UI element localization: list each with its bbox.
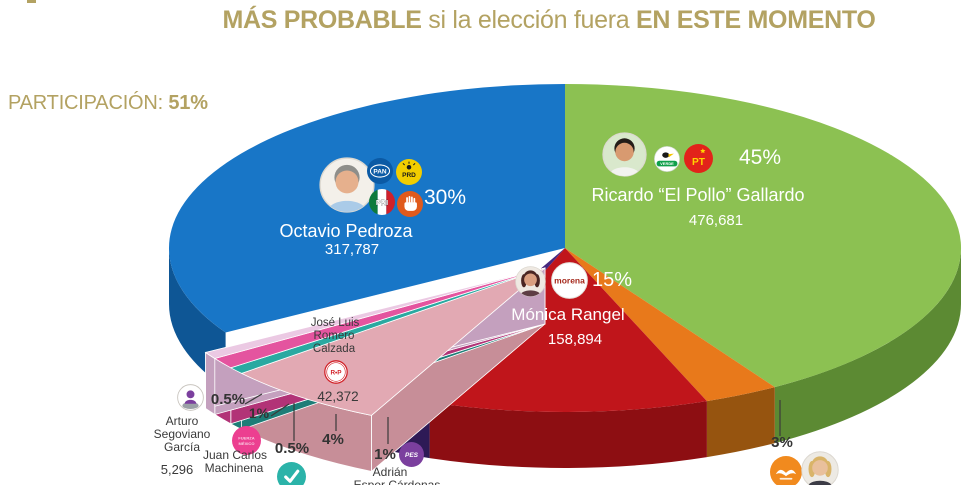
party-pri-icon: PRI: [369, 189, 395, 215]
candidate-name-segoviano-l2: Segoviano: [153, 427, 211, 441]
svg-text:PAN: PAN: [373, 169, 387, 176]
cropped-title-remnant: MÁS PROBABLE si la elección fuera EN EST…: [222, 0, 875, 1]
candidate-name-esper-l1: Adrián: [372, 465, 408, 479]
party-fuerza-mexico-icon: FUERZA MÉXICO: [232, 426, 261, 455]
candidate-votes-segoviano: 5,296: [160, 462, 194, 477]
candidate-photo-pedroza: [319, 157, 375, 213]
party-prd-icon: PRD: [396, 159, 422, 185]
candidate-name-rangel: Mónica Rangel: [511, 305, 625, 324]
party-pt-icon: PT: [684, 144, 713, 173]
slice-pct-machinena: 1%: [248, 405, 270, 421]
candidate-name-romero-l3: Calzada: [312, 343, 356, 355]
participation-label: PARTICIPACIÓN: 51%: [8, 92, 208, 114]
slice-pct-pedroza: 30%: [424, 186, 467, 209]
pie-slice-7: [204, 267, 546, 359]
party-mc-icon: [770, 456, 802, 485]
party-morena-icon: morena: [551, 262, 588, 299]
slice-pct-esper: 1%: [374, 446, 396, 463]
candidate-name-gallardo: Ricardo “El Pollo” Gallardo: [591, 185, 805, 205]
slice-pct-teal: 0.5%: [274, 440, 310, 457]
independent-candidate-icon: [177, 384, 204, 411]
leader-line: [244, 393, 263, 405]
slice-pct-rangel: 15%: [592, 269, 633, 291]
slice-pct-segoviano: 0.5%: [210, 391, 246, 408]
candidate-name-machinena-l1: Juan Carlos: [202, 448, 268, 462]
leader-line: [270, 403, 290, 417]
pie-slice-2: [429, 401, 707, 468]
candidate-votes-gallardo: 476,681: [688, 212, 744, 229]
svg-text:PRI: PRI: [376, 198, 388, 207]
candidate-photo-rangel: [515, 266, 546, 297]
svg-text:PT: PT: [692, 157, 706, 168]
candidate-name-segoviano-l3: García: [163, 440, 201, 454]
svg-text:morena: morena: [554, 276, 585, 286]
candidate-name-pedroza: Octavio Pedroza: [279, 221, 413, 241]
party-pan-icon: PAN: [367, 158, 393, 184]
candidate-name-esper-l2: Esper Cárdenas: [353, 478, 441, 485]
candidate-votes-romero: 42,372: [317, 389, 359, 404]
party-cp-icon: [397, 191, 423, 217]
candidate-name-machinena-l2: Machinena: [204, 461, 264, 475]
party-verde-icon: VERDE: [654, 146, 680, 172]
slice-pct-mc: 3%: [771, 434, 793, 451]
party-rp-icon: R•P: [324, 360, 348, 384]
pie-slice-4: [240, 267, 546, 416]
party-pes-icon: PES: [399, 442, 424, 467]
svg-text:R•P: R•P: [330, 370, 342, 377]
party-checkmark-icon: [277, 462, 306, 485]
candidate-name-romero-l1: José Luis: [310, 317, 360, 329]
candidate-name-romero-l2: Romero: [313, 330, 355, 342]
svg-text:PES: PES: [405, 452, 419, 459]
cropped-text-fragment: [27, 0, 36, 3]
svg-text:MÉXICO: MÉXICO: [239, 441, 255, 446]
pie-slice-8: [168, 83, 565, 333]
svg-text:FUERZA: FUERZA: [238, 436, 254, 441]
candidate-photo-mc: [801, 451, 839, 485]
slice-pct-romero: 4%: [322, 431, 344, 448]
pie-slice-2: [429, 248, 707, 412]
candidate-votes-rangel: 158,894: [547, 331, 603, 348]
pie-slice-0: [774, 248, 962, 444]
svg-text:PRD: PRD: [402, 172, 416, 179]
candidate-photo-gallardo: [602, 132, 647, 177]
svg-text:VERDE: VERDE: [660, 161, 674, 166]
page-title: MÁS PROBABLE si la elección fuera EN EST…: [222, 6, 876, 34]
pie-slice-1: [706, 387, 775, 458]
pie-slice-1: [565, 248, 775, 402]
candidate-name-segoviano-l1: Arturo: [165, 414, 199, 428]
slice-pct-gallardo: 45%: [739, 146, 782, 169]
candidate-votes-pedroza: 317,787: [324, 241, 380, 258]
